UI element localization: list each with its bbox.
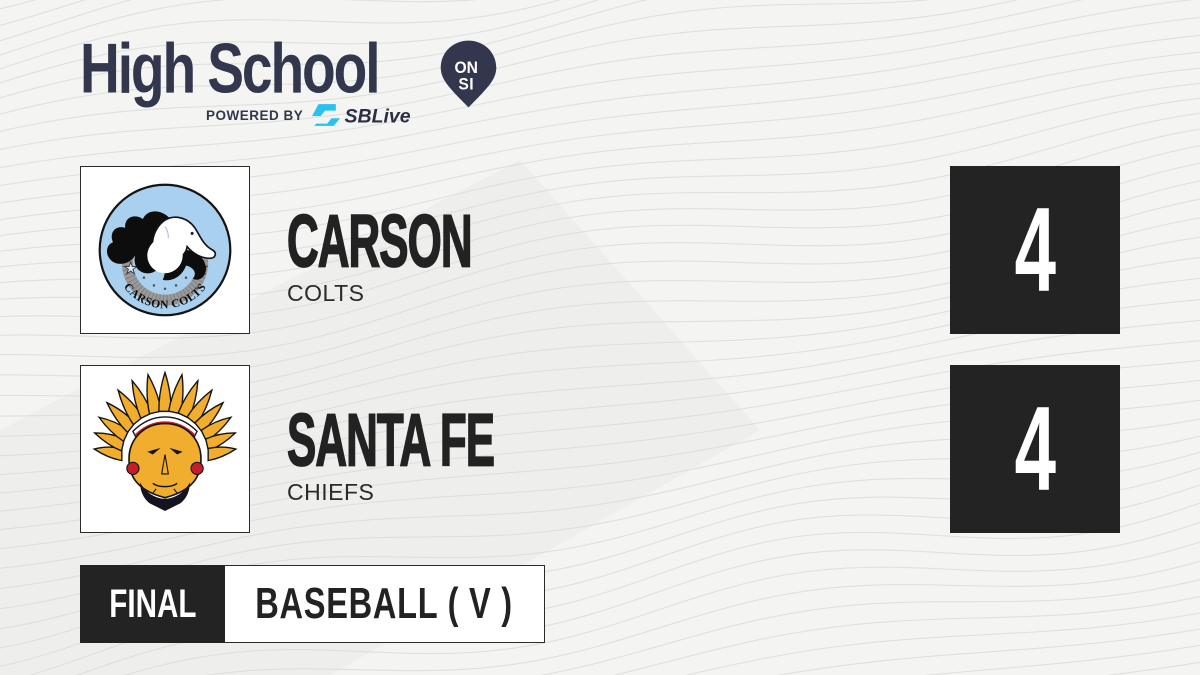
svg-text:SI: SI <box>458 75 474 94</box>
